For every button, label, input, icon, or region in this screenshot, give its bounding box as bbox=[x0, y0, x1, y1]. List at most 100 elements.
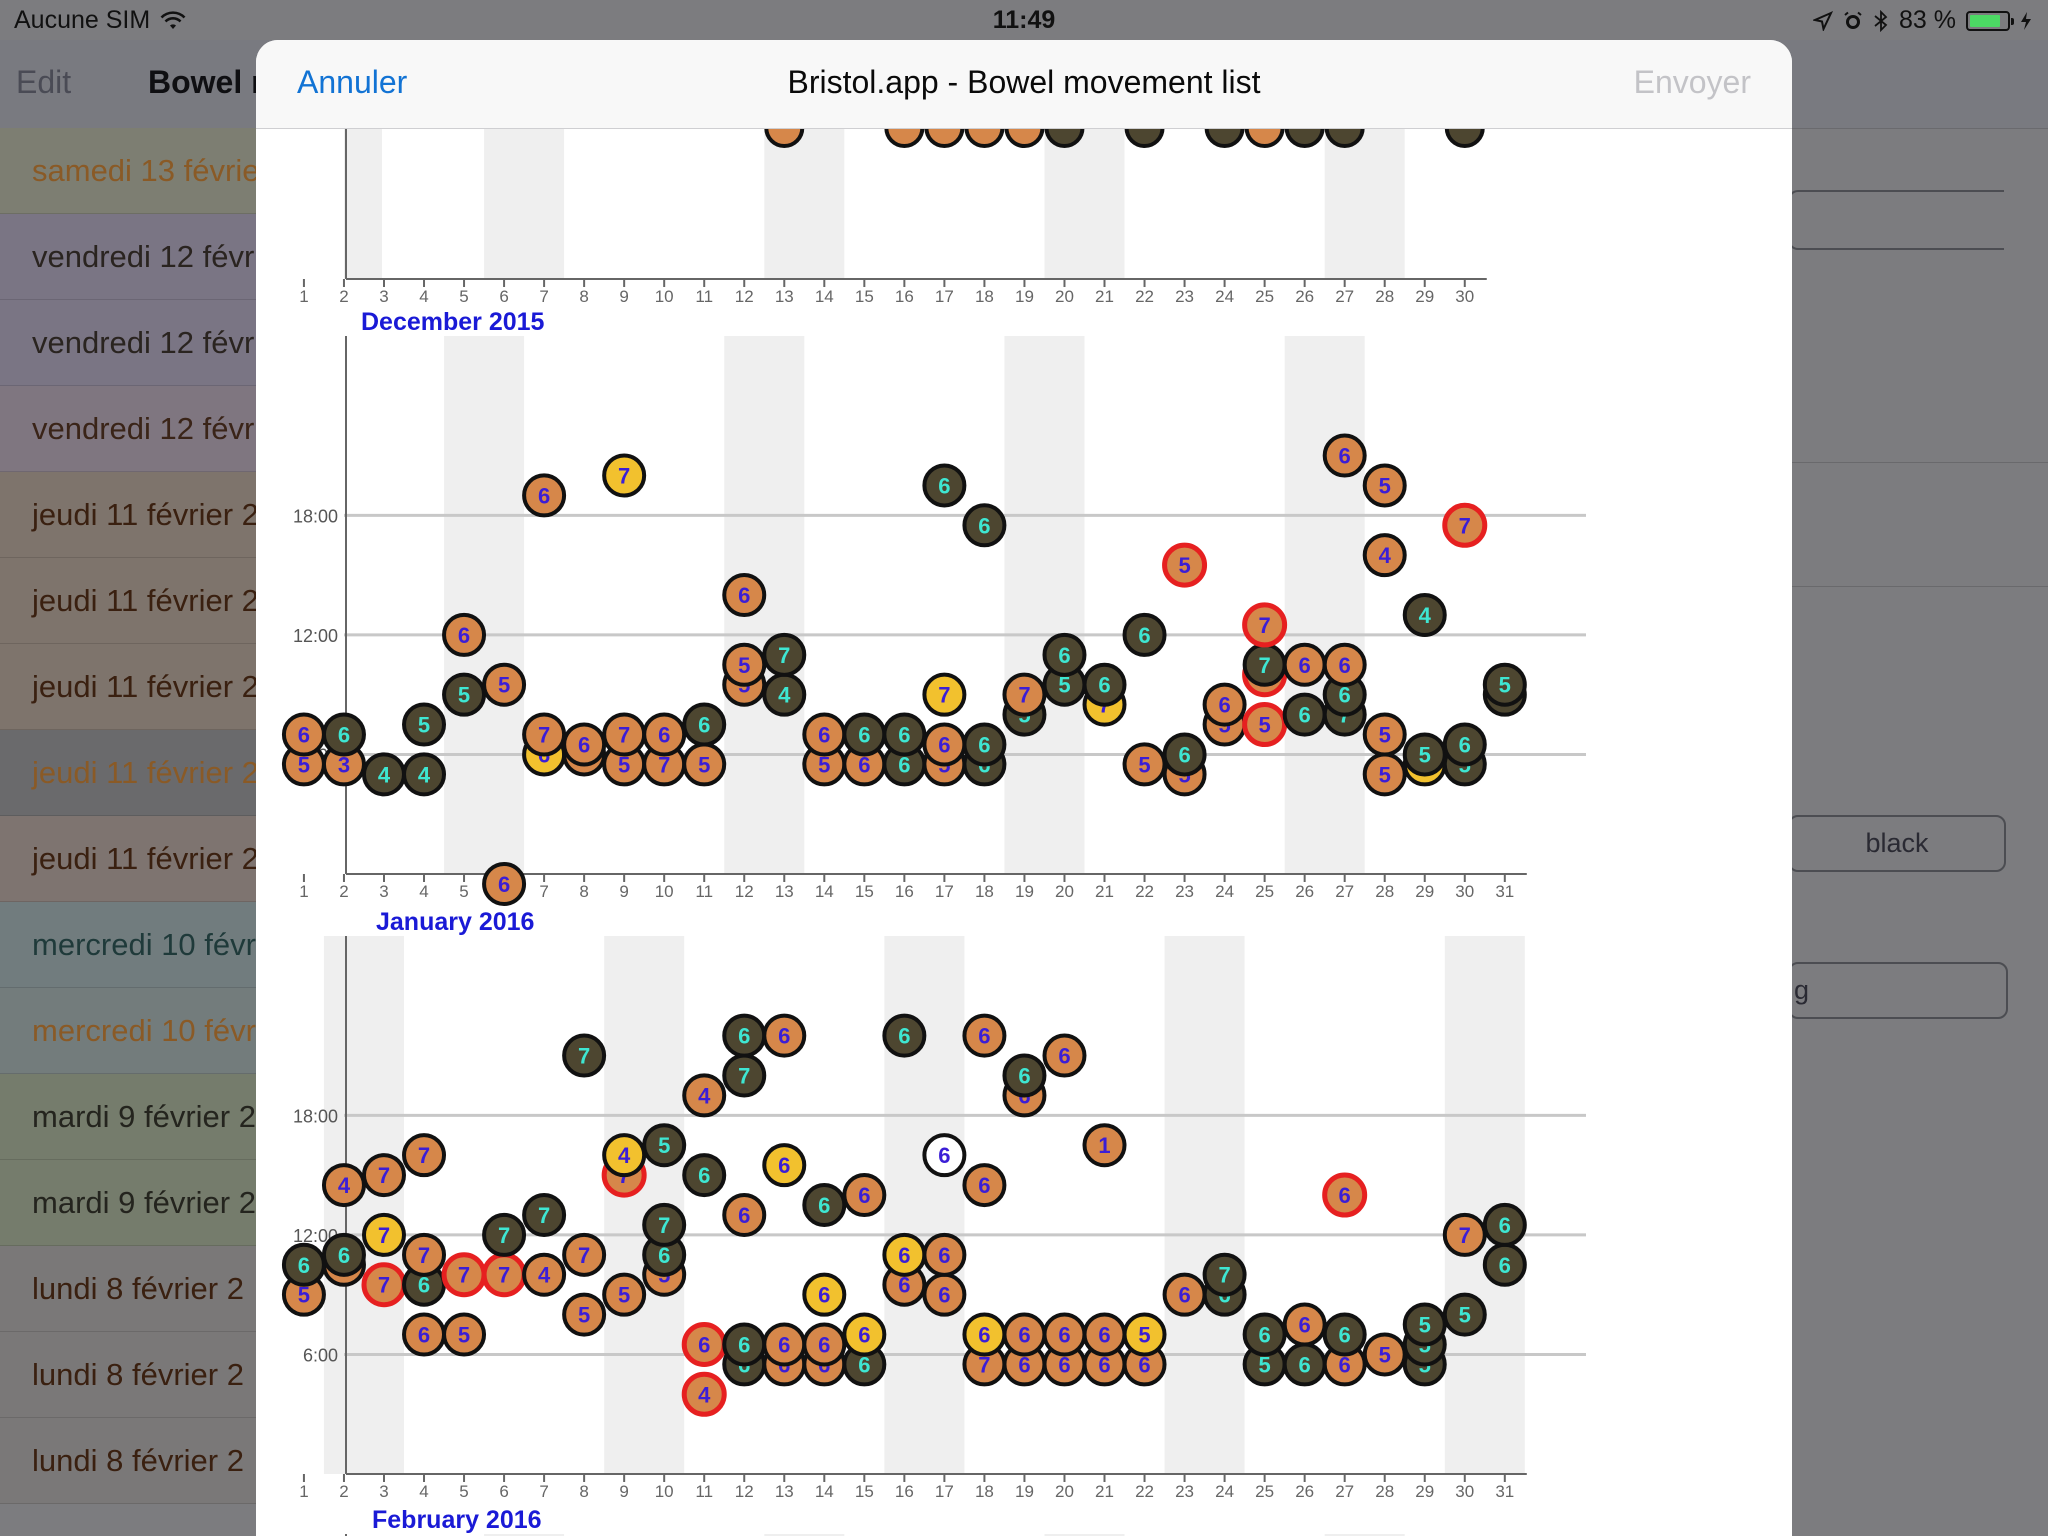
bowel-movement-point[interactable] bbox=[1202, 682, 1247, 727]
bowel-movement-point[interactable] bbox=[922, 463, 967, 508]
bowel-movement-point[interactable] bbox=[1322, 1312, 1367, 1357]
bowel-movement-point[interactable] bbox=[522, 473, 567, 518]
bowel-movement-point[interactable] bbox=[1482, 662, 1527, 707]
bowel-movement-point[interactable] bbox=[1322, 433, 1367, 478]
bowel-movement-point[interactable] bbox=[522, 712, 567, 757]
bowel-movement-point[interactable] bbox=[522, 1192, 567, 1237]
bowel-movement-point[interactable] bbox=[482, 662, 527, 707]
bowel-movement-point[interactable] bbox=[361, 1153, 406, 1198]
bowel-movement-point[interactable] bbox=[442, 672, 487, 717]
bowel-movement-point[interactable] bbox=[1284, 128, 1325, 148]
bowel-movement-point[interactable] bbox=[321, 712, 366, 757]
bowel-movement-point[interactable] bbox=[1362, 463, 1407, 508]
bowel-movement-point[interactable] bbox=[1402, 732, 1447, 777]
bowel-movement-point[interactable] bbox=[802, 1322, 847, 1367]
bowel-movement-point[interactable] bbox=[1042, 1033, 1087, 1078]
bowel-movement-point[interactable] bbox=[442, 612, 487, 657]
bowel-movement-point[interactable] bbox=[922, 1133, 967, 1178]
bowel-movement-point[interactable] bbox=[1162, 732, 1207, 777]
bowel-movement-point[interactable] bbox=[1002, 1053, 1047, 1098]
bowel-movement-point[interactable] bbox=[964, 128, 1005, 148]
bowel-movement-point[interactable] bbox=[1442, 502, 1488, 548]
bowel-movement-point[interactable] bbox=[1324, 128, 1365, 148]
bowel-movement-point[interactable] bbox=[1122, 742, 1167, 787]
bowel-movement-point[interactable] bbox=[402, 1232, 447, 1277]
bowel-movement-point[interactable] bbox=[884, 128, 925, 148]
bowel-movement-point[interactable] bbox=[402, 702, 447, 747]
bowel-movement-point[interactable] bbox=[1482, 1202, 1527, 1247]
bowel-movement-point[interactable] bbox=[402, 1133, 447, 1178]
bowel-movement-point[interactable] bbox=[962, 503, 1007, 548]
bowel-movement-point[interactable] bbox=[321, 1232, 366, 1277]
bowel-movement-point[interactable] bbox=[642, 1123, 687, 1168]
bowel-movement-point[interactable] bbox=[764, 128, 805, 148]
bowel-movement-point[interactable] bbox=[482, 861, 527, 906]
bowel-movement-point[interactable] bbox=[642, 712, 687, 757]
bowel-movement-point[interactable] bbox=[1082, 662, 1127, 707]
bowel-movement-point[interactable] bbox=[482, 1212, 527, 1257]
bowel-movement-point[interactable] bbox=[1004, 128, 1045, 148]
bowel-movement-point[interactable] bbox=[1282, 1302, 1327, 1347]
bowel-movement-point[interactable] bbox=[682, 1073, 727, 1118]
bowel-movement-point[interactable] bbox=[681, 1371, 727, 1417]
bowel-movement-point[interactable] bbox=[1244, 128, 1285, 148]
bowel-movement-point[interactable] bbox=[882, 1013, 927, 1058]
bowel-movement-point[interactable] bbox=[402, 752, 447, 797]
bowel-movement-point[interactable] bbox=[762, 1143, 807, 1188]
bowel-movement-point[interactable] bbox=[802, 1272, 847, 1317]
bowel-movement-point[interactable] bbox=[722, 642, 767, 687]
edit-button[interactable]: Edit bbox=[16, 64, 72, 100]
bowel-movement-point[interactable] bbox=[802, 1183, 847, 1227]
bowel-movement-point[interactable] bbox=[1362, 533, 1407, 578]
bowel-movement-point[interactable] bbox=[1122, 612, 1167, 657]
bowel-movement-point[interactable] bbox=[642, 1202, 687, 1247]
bowel-movement-point[interactable] bbox=[922, 672, 967, 717]
bowel-movement-point[interactable] bbox=[842, 1312, 887, 1357]
bowel-movement-point[interactable] bbox=[762, 632, 807, 677]
cancel-button[interactable]: Annuler bbox=[297, 64, 408, 100]
bowel-movement-point[interactable] bbox=[321, 1163, 366, 1208]
bowel-movement-point[interactable] bbox=[1362, 1332, 1407, 1377]
bowel-movement-point[interactable] bbox=[1042, 632, 1087, 677]
bowel-movement-point[interactable] bbox=[842, 1173, 887, 1218]
text-field[interactable] bbox=[1788, 190, 2004, 250]
bowel-movement-point[interactable] bbox=[722, 1192, 767, 1237]
bowel-movement-point[interactable] bbox=[962, 1013, 1007, 1058]
bowel-movement-point[interactable] bbox=[522, 1252, 567, 1297]
bowel-movement-point[interactable] bbox=[682, 702, 727, 747]
color-field[interactable]: black bbox=[1788, 815, 2006, 872]
text-field-2[interactable]: g bbox=[1788, 962, 2008, 1019]
bowel-movement-point[interactable] bbox=[1402, 592, 1447, 637]
bowel-movement-point[interactable] bbox=[962, 722, 1007, 767]
bowel-movement-point[interactable] bbox=[1162, 542, 1208, 588]
bowel-movement-point[interactable] bbox=[562, 1033, 607, 1078]
bowel-movement-point[interactable] bbox=[602, 1272, 647, 1317]
bowel-movement-point[interactable] bbox=[602, 453, 647, 498]
bowel-movement-point[interactable] bbox=[1444, 128, 1485, 148]
bowel-movement-point[interactable] bbox=[1322, 1172, 1368, 1218]
bowel-movement-point[interactable] bbox=[602, 1133, 647, 1178]
bowel-movement-point[interactable] bbox=[1242, 1312, 1287, 1357]
bowel-movement-point[interactable] bbox=[1322, 642, 1367, 687]
bowel-movement-point[interactable] bbox=[1402, 1302, 1447, 1347]
bowel-movement-point[interactable] bbox=[962, 1163, 1007, 1208]
bowel-movement-point[interactable] bbox=[1044, 128, 1085, 148]
bowel-movement-point[interactable] bbox=[1082, 1123, 1127, 1168]
bowel-movement-point[interactable] bbox=[1002, 672, 1047, 717]
bowel-movement-point[interactable] bbox=[1362, 712, 1407, 757]
bowel-movement-point[interactable] bbox=[361, 1212, 406, 1257]
bowel-movement-point[interactable] bbox=[562, 1232, 607, 1277]
bowel-movement-point[interactable] bbox=[442, 1312, 487, 1357]
bowel-movement-point[interactable] bbox=[1202, 1252, 1247, 1297]
bowel-movement-point[interactable] bbox=[1442, 1212, 1487, 1257]
bowel-movement-point[interactable] bbox=[882, 712, 927, 757]
bowel-movement-point[interactable] bbox=[1442, 1292, 1487, 1337]
bowel-movement-point[interactable] bbox=[682, 1153, 727, 1198]
send-button[interactable]: Envoyer bbox=[1633, 64, 1751, 100]
bowel-movement-point[interactable] bbox=[1242, 702, 1288, 748]
bowel-movement-point[interactable] bbox=[762, 1013, 807, 1058]
bowel-movement-point[interactable] bbox=[562, 1292, 607, 1337]
bowel-movement-point[interactable] bbox=[1204, 128, 1245, 148]
bowel-movement-point[interactable] bbox=[1442, 722, 1487, 767]
bowel-movement-point[interactable] bbox=[1242, 602, 1288, 648]
